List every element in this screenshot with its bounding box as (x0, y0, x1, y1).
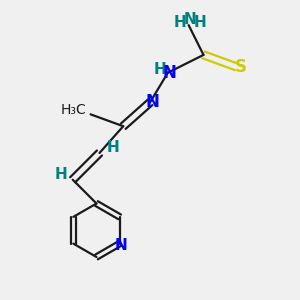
Text: H₃C: H₃C (60, 103, 86, 117)
Text: N: N (162, 64, 176, 82)
Text: H: H (153, 62, 166, 77)
Text: H: H (194, 15, 206, 30)
Text: N: N (115, 238, 128, 253)
Text: H: H (106, 140, 119, 154)
Text: N: N (184, 12, 196, 27)
Text: H: H (55, 167, 68, 182)
Text: N: N (146, 93, 159, 111)
Text: S: S (235, 58, 247, 76)
Text: H: H (174, 15, 187, 30)
